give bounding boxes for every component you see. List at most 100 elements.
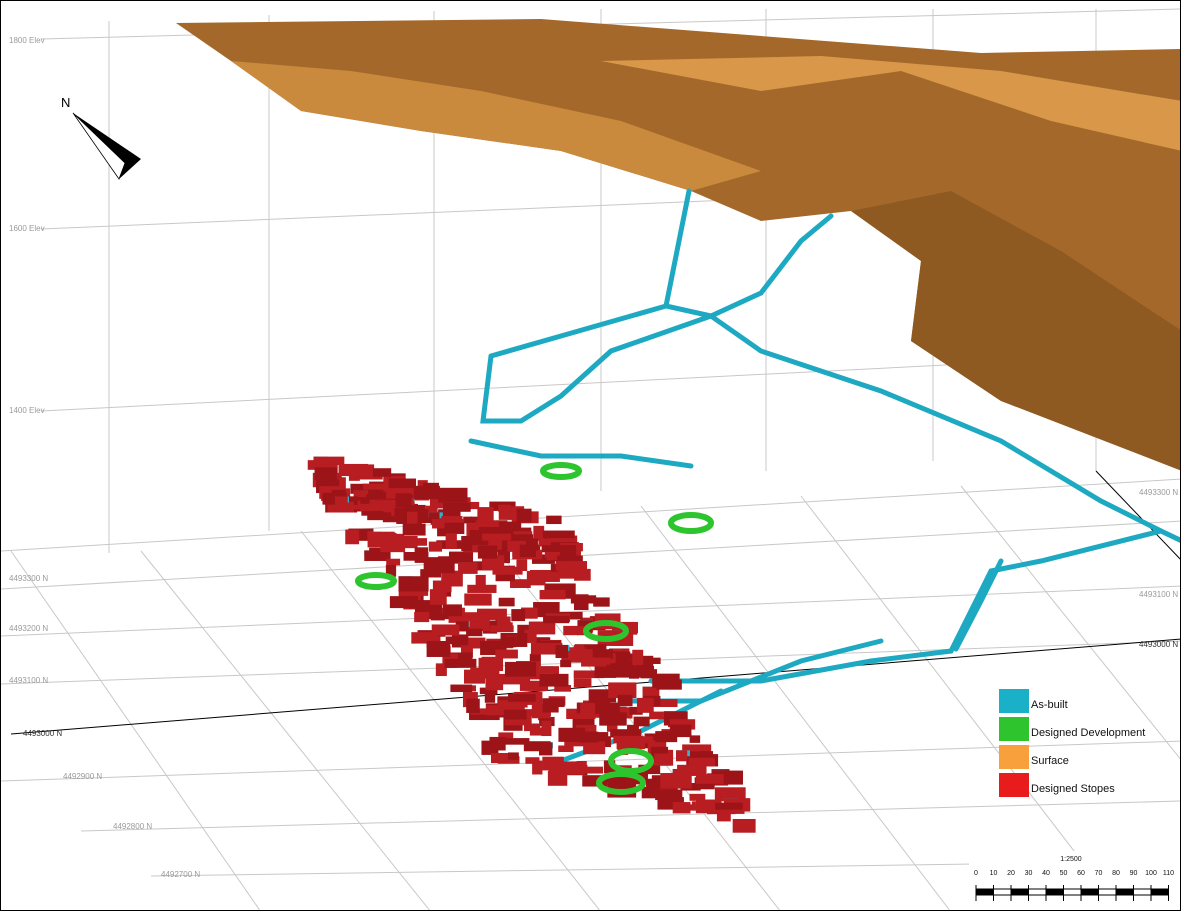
stope-block <box>517 509 532 523</box>
northing-label: 4492900 N <box>63 772 102 781</box>
stope-block <box>369 501 392 511</box>
scale-label: 0 <box>974 870 978 877</box>
stope-block <box>539 674 568 687</box>
stope-block <box>715 803 743 810</box>
scale-segment <box>1046 889 1064 895</box>
legend-entry: Surface <box>1031 755 1069 767</box>
northing-label: 4492700 N <box>161 870 200 879</box>
stope-block <box>543 531 575 538</box>
scale-segment <box>1011 889 1029 895</box>
stope-block <box>363 484 384 490</box>
stope-block <box>313 457 344 465</box>
scale-label: 40 <box>1042 870 1050 877</box>
stope-block <box>389 479 416 489</box>
model-view: N 1800 Elev 1600 Elev 1400 Elev 4493300 … <box>0 0 1181 911</box>
stope-block <box>414 612 429 622</box>
legend-entry: Designed Stopes <box>1031 783 1115 795</box>
scale-label: 30 <box>1025 870 1033 877</box>
stope-block <box>558 566 575 578</box>
stope-block <box>427 641 450 657</box>
stope-block <box>478 546 497 559</box>
legend-entry: Designed Development <box>1031 727 1145 739</box>
stope-block <box>505 662 536 677</box>
scale-segment <box>1099 889 1117 895</box>
scale-segment <box>1134 889 1152 895</box>
stope-block <box>627 725 639 735</box>
stope-block <box>396 493 412 507</box>
stope-block <box>445 523 465 534</box>
stope-block <box>345 530 359 545</box>
stope-block <box>516 559 527 571</box>
stope-block <box>360 504 372 511</box>
stope-block <box>477 507 493 522</box>
stope-block <box>548 771 567 786</box>
scale-label: 100 <box>1145 870 1157 877</box>
stope-block <box>579 732 598 743</box>
stope-block <box>524 724 540 732</box>
scale-segment <box>994 889 1012 895</box>
stope-block <box>466 699 480 713</box>
stope-block <box>599 712 626 725</box>
scene: N 1800 Elev 1600 Elev 1400 Elev 4493300 … <box>1 1 1181 911</box>
stope-block <box>431 614 445 621</box>
stope-block <box>558 745 573 752</box>
northing-label: 4493000 N <box>1139 640 1178 649</box>
northing-label: 4493100 N <box>9 676 48 685</box>
stope-block <box>637 698 654 713</box>
stope-block <box>432 624 460 635</box>
northing-label: 4492800 N <box>113 822 152 831</box>
stope-block <box>380 543 405 552</box>
elevation-label: 1600 Elev <box>9 224 45 233</box>
stope-block <box>696 774 724 784</box>
stope-block <box>443 503 471 512</box>
stope-block <box>495 650 518 659</box>
northing-label: 4493300 N <box>9 574 48 583</box>
northing-label: 4493200 N <box>9 624 48 633</box>
stope-block <box>482 534 511 541</box>
stope-block <box>438 488 467 503</box>
stope-block <box>479 663 499 678</box>
stope-block <box>583 741 605 754</box>
stope-block <box>546 516 561 524</box>
stope-block <box>464 593 491 605</box>
stope-block <box>571 595 596 603</box>
stope-block <box>504 710 527 720</box>
north-label: N <box>61 95 70 110</box>
stope-block <box>632 650 643 665</box>
scale-segment <box>1081 889 1099 895</box>
elevation-label: 1400 Elev <box>9 406 45 415</box>
stope-block <box>581 658 610 667</box>
stope-block <box>655 790 682 800</box>
scale-segment <box>1064 889 1082 895</box>
stope-block <box>733 819 756 833</box>
stope-block <box>373 468 391 477</box>
stope-block <box>339 464 369 476</box>
stope-block <box>613 736 643 743</box>
stope-block <box>490 625 514 632</box>
northing-label: 4493300 N <box>1139 488 1178 497</box>
stope-block <box>446 533 457 549</box>
stope-block <box>670 725 691 738</box>
stope-block <box>606 665 634 678</box>
stope-block <box>574 678 592 687</box>
stope-block <box>424 558 455 573</box>
scale-segment <box>1151 889 1169 895</box>
stope-block <box>546 699 565 707</box>
stope-block <box>560 660 571 667</box>
northing-label: 4493100 N <box>1139 590 1178 599</box>
stope-block <box>540 590 566 599</box>
elevation-label: 1800 Elev <box>9 36 45 45</box>
stope-block <box>429 542 442 552</box>
stope-block <box>511 609 525 621</box>
stope-block <box>508 752 519 759</box>
scale-segment <box>976 889 994 895</box>
stope-block <box>529 622 555 635</box>
stope-block <box>445 659 477 668</box>
stope-block <box>524 741 551 751</box>
stope-block <box>556 645 568 658</box>
scale-label: 90 <box>1130 870 1138 877</box>
stope-block <box>476 575 486 587</box>
stope-block <box>634 666 654 678</box>
stope-block <box>590 649 613 659</box>
stope-block <box>654 753 670 765</box>
